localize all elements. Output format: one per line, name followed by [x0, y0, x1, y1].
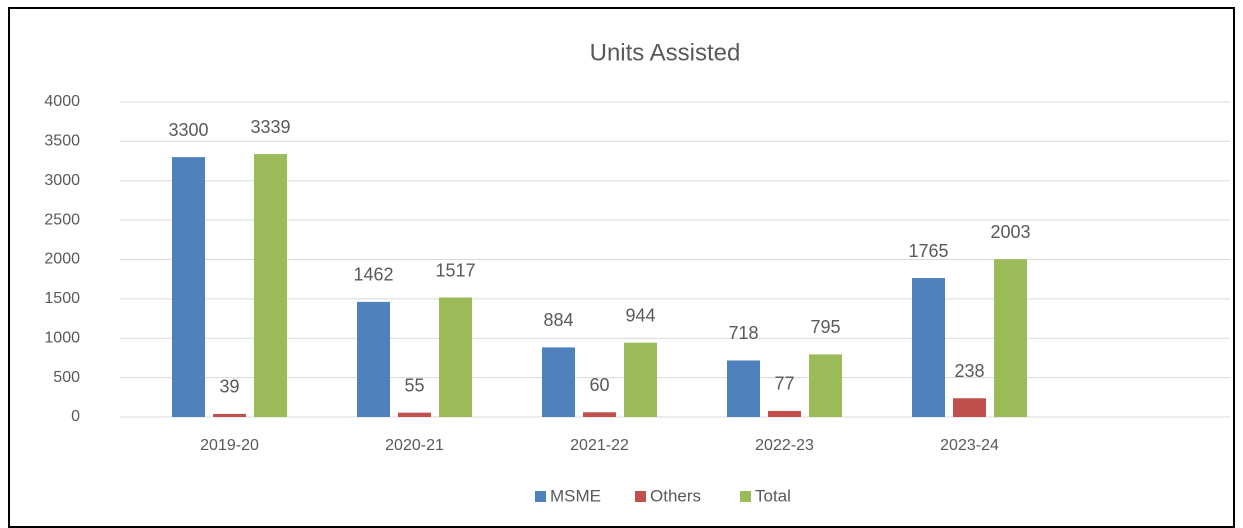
bar	[953, 398, 986, 417]
bar	[727, 360, 760, 417]
legend-label: Others	[650, 486, 701, 505]
y-tick-label: 3500	[44, 133, 80, 150]
legend-swatch	[535, 491, 546, 502]
y-tick-label: 0	[71, 408, 80, 425]
data-label: 795	[810, 317, 840, 337]
legend-swatch	[635, 491, 646, 502]
bar	[254, 154, 287, 417]
legend-swatch	[740, 491, 751, 502]
legend-label: Total	[755, 486, 791, 505]
y-tick-label: 1000	[44, 329, 80, 346]
x-tick-label: 2021-22	[570, 437, 629, 454]
data-label: 944	[625, 305, 655, 325]
bar	[994, 259, 1027, 417]
y-tick-label: 2000	[44, 251, 80, 268]
x-tick-label: 2023-24	[940, 437, 999, 454]
data-label: 77	[774, 374, 794, 394]
chart-title: Units Assisted	[590, 39, 741, 66]
bar	[357, 301, 390, 417]
data-label: 39	[219, 377, 239, 397]
bar	[439, 297, 472, 417]
data-label: 2003	[990, 222, 1030, 242]
bar	[213, 413, 246, 417]
bar	[624, 342, 657, 417]
data-label: 60	[589, 375, 609, 395]
bar	[542, 347, 575, 417]
data-label: 1462	[353, 265, 393, 285]
data-label: 1765	[908, 241, 948, 261]
data-label: 884	[543, 310, 573, 330]
bar	[768, 410, 801, 417]
y-tick-label: 1500	[44, 290, 80, 307]
data-label: 55	[404, 375, 424, 395]
data-label: 3300	[168, 120, 208, 140]
bar	[172, 157, 205, 417]
chart-border	[8, 7, 1235, 528]
x-tick-label: 2019-20	[200, 437, 259, 454]
y-tick-label: 500	[53, 369, 80, 386]
bar	[583, 412, 616, 417]
data-label: 718	[728, 323, 758, 343]
x-tick-label: 2022-23	[755, 437, 814, 454]
bar	[912, 278, 945, 417]
data-label: 238	[954, 361, 984, 381]
data-label: 1517	[435, 260, 475, 280]
bar	[398, 412, 431, 417]
y-tick-label: 2500	[44, 211, 80, 228]
data-label: 3339	[250, 117, 290, 137]
legend-label: MSME	[550, 486, 601, 505]
y-tick-label: 4000	[44, 93, 80, 110]
bar	[809, 354, 842, 417]
x-tick-label: 2020-21	[385, 437, 444, 454]
y-tick-label: 3000	[44, 172, 80, 189]
